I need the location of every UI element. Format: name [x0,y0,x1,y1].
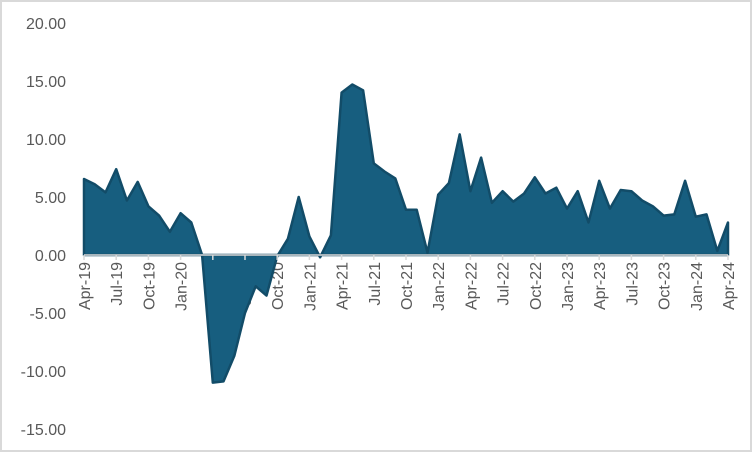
y-tick-label: 5.00 [35,190,66,207]
x-tick-label: Oct-21 [399,262,416,310]
y-tick-label: -15.00 [21,422,66,439]
x-tick-label: Apr-22 [463,262,480,310]
x-tick-label: Apr-24 [721,262,738,310]
y-tick-label: 20.00 [26,16,66,33]
x-axis [83,254,729,260]
x-tick-label: Jul-21 [367,262,384,306]
x-tick-label: Jul-22 [496,262,513,306]
x-tick-label: Apr-23 [592,262,609,310]
x-tick-label: Oct-22 [528,262,545,310]
y-tick-label: 15.00 [26,74,66,91]
y-tick-label: -5.00 [30,306,67,323]
x-tick-label: Apr-21 [335,262,352,310]
x-tick-label: Jan-24 [689,262,706,311]
y-tick-label: -10.00 [21,364,66,381]
x-tick-label: Oct-23 [657,262,674,310]
x-tick-label: Oct-19 [141,262,158,310]
x-tick-label: Jan-23 [560,262,577,311]
x-tick-label: Jan-20 [174,262,191,311]
x-tick-label: Jan-22 [431,262,448,311]
x-tick-label: Oct-20 [270,262,287,310]
area-series [82,83,730,384]
x-tick-label: Jul-23 [624,262,641,306]
y-tick-label: 0.00 [35,248,66,265]
x-tick-label: Jul-19 [109,262,126,306]
x-tick-label: Apr-19 [77,262,94,310]
x-axis-labels: Apr-19Jul-19Oct-19Jan-20Apr-20Jul-20Oct-… [77,262,738,311]
y-axis: 20.00 15.00 10.00 5.00 0.00 -5.00 -10.00 -15.00 [21,16,66,439]
x-tick-label: Jan-21 [302,262,319,311]
y-tick-label: 10.00 [26,132,66,149]
